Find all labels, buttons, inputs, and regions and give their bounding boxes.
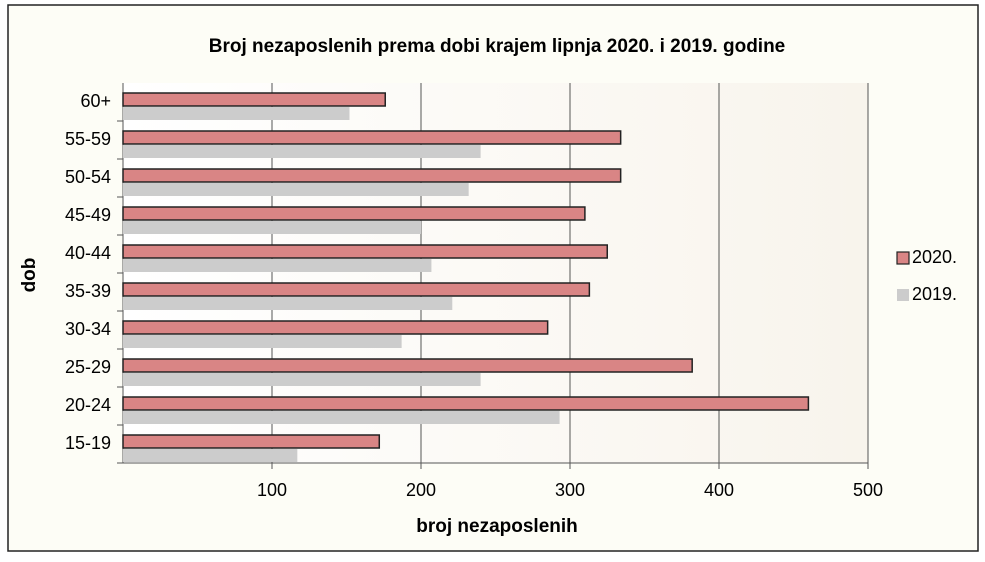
bar [122, 282, 591, 297]
bar [123, 221, 421, 234]
y-tick-label: 60+ [80, 91, 111, 111]
legend-swatch [896, 251, 910, 265]
x-tick-label: 500 [853, 480, 883, 500]
y-tick-label: 45-49 [65, 205, 111, 225]
bar [123, 449, 298, 462]
bar [123, 373, 481, 386]
legend-label: 2020. [912, 247, 957, 267]
bar [122, 244, 608, 259]
bar [122, 130, 622, 145]
x-tick-label: 200 [406, 480, 436, 500]
y-tick-label: 55-59 [65, 129, 111, 149]
bar [123, 411, 560, 424]
bar [123, 145, 481, 158]
bar [123, 183, 469, 196]
y-tick-label: 25-29 [65, 357, 111, 377]
y-tick-label: 40-44 [65, 243, 111, 263]
legend-label: 2019. [912, 284, 957, 304]
x-axis-label: broj nezaposlenih [416, 516, 578, 537]
x-tick-label: 400 [704, 480, 734, 500]
bar [122, 434, 381, 449]
y-tick-label: 30-34 [65, 319, 111, 339]
bar [123, 335, 402, 348]
y-tick-label: 15-19 [65, 433, 111, 453]
y-axis-label: dob [19, 258, 40, 293]
bar [122, 206, 586, 221]
x-tick-label: 300 [555, 480, 585, 500]
legend-swatch [897, 289, 909, 301]
bar [123, 107, 350, 120]
bar [122, 320, 549, 335]
bar [122, 168, 622, 183]
bar [122, 92, 386, 107]
x-tick-label: 100 [257, 480, 287, 500]
y-tick-label: 20-24 [65, 395, 111, 415]
bar [122, 358, 693, 373]
chart-title: Broj nezaposlenih prema dobi krajem lipn… [209, 36, 786, 57]
y-tick-label: 50-54 [65, 167, 111, 187]
bar [122, 396, 810, 411]
bar [123, 297, 453, 310]
y-tick-label: 35-39 [65, 281, 111, 301]
bar [123, 259, 432, 272]
